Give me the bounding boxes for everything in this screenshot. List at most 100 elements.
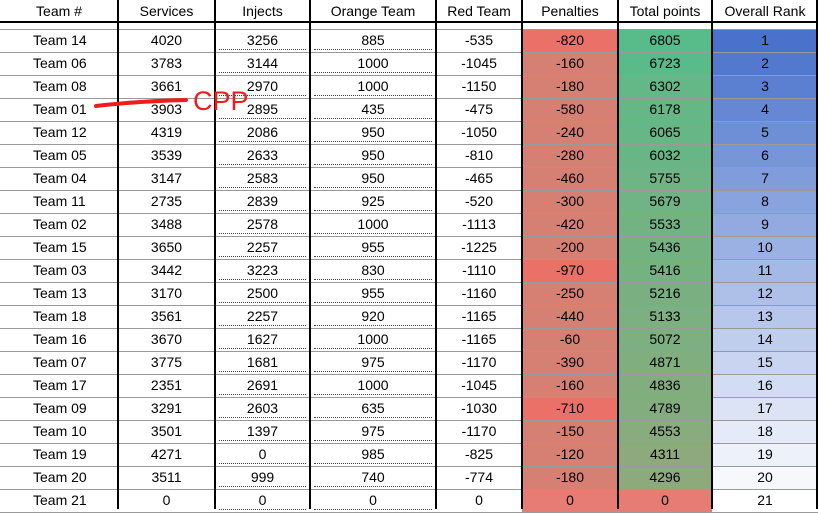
cell-injects[interactable]: 2086 [246, 124, 279, 140]
cell-injects[interactable]: 0 [258, 492, 267, 508]
cell-team-name[interactable]: Team 15 [33, 239, 87, 255]
cell-penalties[interactable]: -280 [522, 144, 618, 167]
cell-injects[interactable]: 1627 [246, 331, 279, 347]
cell-total-points[interactable]: 6723 [618, 52, 712, 75]
cell-orange-team[interactable]: 635 [361, 400, 385, 416]
cell-services[interactable]: 2735 [150, 193, 183, 209]
cell-team-name[interactable]: Team 09 [33, 400, 87, 416]
cell-team-name[interactable]: Team 08 [33, 78, 87, 94]
cell-team-name[interactable]: Team 12 [33, 124, 87, 140]
cell-orange-team[interactable]: 975 [361, 423, 385, 439]
cell-total-points[interactable]: 5072 [618, 328, 712, 351]
cell-orange-team[interactable]: 950 [361, 170, 385, 186]
cell-orange-team[interactable]: 1000 [357, 78, 389, 94]
cell-services[interactable]: 4020 [150, 32, 183, 48]
cell-team-name[interactable]: Team 13 [33, 285, 87, 301]
cell-red-team[interactable]: -1165 [461, 308, 497, 324]
cell-total-points[interactable]: 4871 [618, 351, 712, 374]
cell-total-points[interactable]: 4311 [618, 443, 712, 466]
cell-injects[interactable]: 2583 [246, 170, 279, 186]
cell-penalties[interactable]: -420 [522, 213, 618, 236]
cell-services[interactable]: 3783 [150, 55, 183, 71]
cell-team-name[interactable]: Team 06 [33, 55, 87, 71]
column-header-penalties[interactable]: Penalties [522, 0, 618, 22]
cell-orange-team[interactable]: 925 [361, 193, 385, 209]
cell-penalties[interactable]: -60 [522, 328, 618, 351]
cell-injects[interactable]: 3223 [246, 262, 279, 278]
cell-services[interactable]: 3170 [150, 285, 183, 301]
cell-team-name[interactable]: Team 03 [33, 262, 87, 278]
cell-penalties[interactable]: -390 [522, 351, 618, 374]
cell-red-team[interactable]: -465 [464, 170, 494, 186]
cell-team-name[interactable]: Team 14 [33, 32, 87, 48]
cell-total-points[interactable]: 6805 [618, 29, 712, 52]
cell-orange-team[interactable]: 985 [361, 446, 385, 462]
cell-injects[interactable]: 2970 [246, 78, 279, 94]
cell-total-points[interactable]: 5755 [618, 167, 712, 190]
cell-team-name[interactable]: Team 10 [33, 423, 87, 439]
cell-services[interactable]: 3561 [150, 308, 183, 324]
cell-penalties[interactable]: -240 [522, 121, 618, 144]
cell-red-team[interactable]: -774 [464, 469, 494, 485]
cell-injects[interactable]: 2257 [246, 239, 279, 255]
cell-overall-rank[interactable]: 15 [712, 351, 818, 374]
cell-penalties[interactable]: -120 [522, 443, 618, 466]
cell-injects[interactable]: 2691 [246, 377, 279, 393]
cell-team-name[interactable]: Team 20 [33, 469, 87, 485]
cell-orange-team[interactable]: 740 [361, 469, 385, 485]
cell-injects[interactable]: 2257 [246, 308, 279, 324]
cell-orange-team[interactable]: 955 [361, 239, 385, 255]
cell-penalties[interactable]: 0 [522, 489, 618, 512]
cell-overall-rank[interactable]: 9 [712, 213, 818, 236]
cell-injects[interactable]: 2500 [246, 285, 279, 301]
cell-total-points[interactable]: 5436 [618, 236, 712, 259]
cell-red-team[interactable]: -825 [464, 446, 494, 462]
cell-orange-team[interactable]: 975 [361, 354, 385, 370]
cell-red-team[interactable]: -475 [464, 101, 494, 117]
cell-services[interactable]: 3291 [150, 400, 183, 416]
cell-team-name[interactable]: Team 01 [33, 101, 87, 117]
cell-services[interactable]: 0 [162, 492, 171, 508]
cell-penalties[interactable]: -710 [522, 397, 618, 420]
cell-red-team[interactable]: -1160 [461, 285, 497, 301]
cell-overall-rank[interactable]: 14 [712, 328, 818, 351]
cell-overall-rank[interactable]: 3 [712, 75, 818, 98]
cell-penalties[interactable]: -250 [522, 282, 618, 305]
cell-orange-team[interactable]: 950 [361, 124, 385, 140]
cell-overall-rank[interactable]: 20 [712, 466, 818, 489]
cell-injects[interactable]: 0 [258, 446, 267, 462]
cell-red-team[interactable]: -810 [464, 147, 494, 163]
cell-overall-rank[interactable]: 16 [712, 374, 818, 397]
cell-total-points[interactable]: 4296 [618, 466, 712, 489]
cell-services[interactable]: 3511 [151, 469, 182, 485]
cell-red-team[interactable]: -1110 [462, 262, 496, 278]
cell-red-team[interactable]: -1170 [461, 354, 497, 370]
cell-red-team[interactable]: 0 [475, 492, 483, 508]
column-header-team-name[interactable]: Team # [0, 0, 118, 22]
cell-total-points[interactable]: 4789 [618, 397, 712, 420]
cell-orange-team[interactable]: 0 [369, 492, 377, 508]
cell-injects[interactable]: 1681 [246, 354, 279, 370]
cell-total-points[interactable]: 4836 [618, 374, 712, 397]
cell-red-team[interactable]: -1150 [461, 78, 497, 94]
cell-red-team[interactable]: -1165 [461, 331, 497, 347]
cell-red-team[interactable]: -1030 [461, 400, 497, 416]
cell-total-points[interactable]: 4553 [618, 420, 712, 443]
cell-penalties[interactable]: -200 [522, 236, 618, 259]
cell-services[interactable]: 4319 [150, 124, 183, 140]
cell-total-points[interactable]: 5216 [618, 282, 712, 305]
cell-penalties[interactable]: -460 [522, 167, 618, 190]
cell-team-name[interactable]: Team 07 [33, 354, 87, 370]
cell-services[interactable]: 3775 [150, 354, 183, 370]
cell-orange-team[interactable]: 1000 [357, 216, 389, 232]
cell-overall-rank[interactable]: 2 [712, 52, 818, 75]
cell-penalties[interactable]: -820 [522, 29, 618, 52]
cell-overall-rank[interactable]: 21 [712, 489, 818, 512]
cell-total-points[interactable]: 0 [618, 489, 712, 512]
cell-orange-team[interactable]: 435 [361, 101, 385, 117]
cell-penalties[interactable]: -970 [522, 259, 618, 282]
cell-orange-team[interactable]: 955 [361, 285, 385, 301]
cell-overall-rank[interactable]: 19 [712, 443, 818, 466]
cell-services[interactable]: 3661 [150, 78, 183, 94]
cell-team-name[interactable]: Team 21 [33, 492, 87, 508]
